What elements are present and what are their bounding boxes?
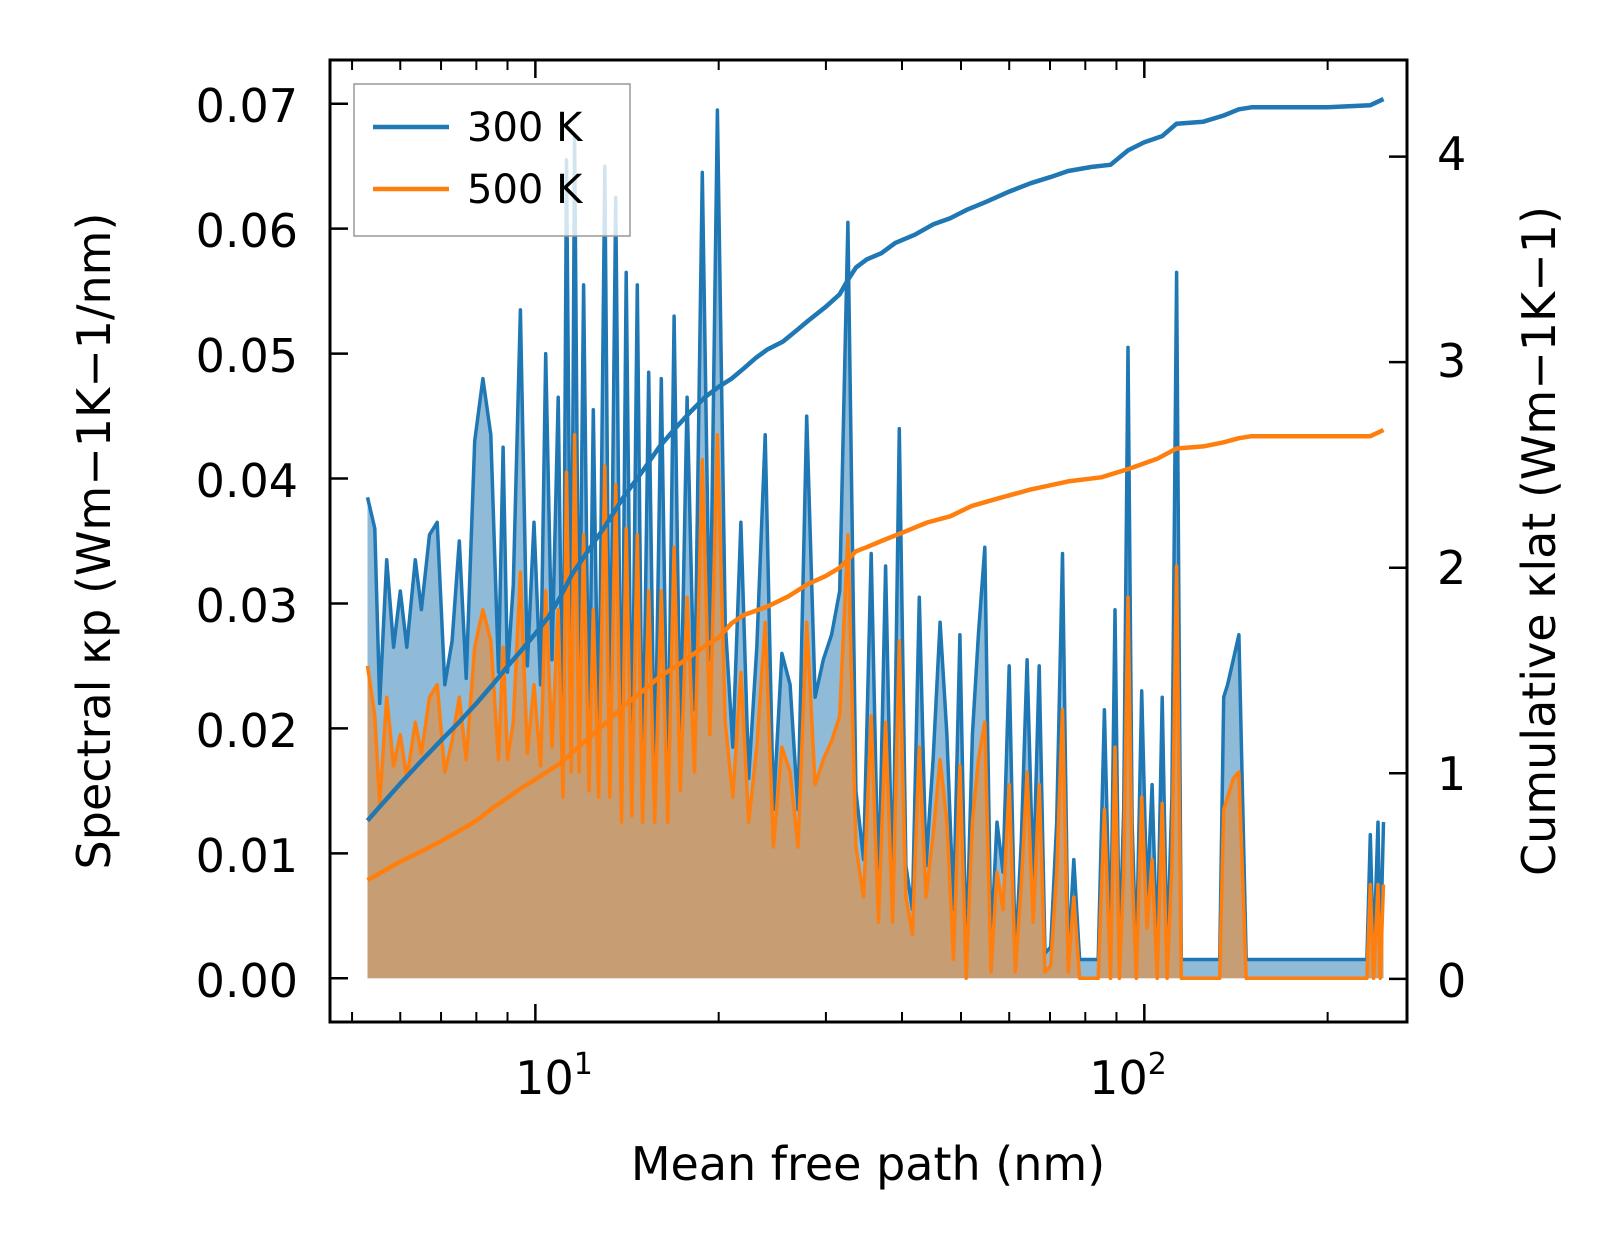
series-layer [365, 97, 1386, 981]
legend-box [353, 83, 631, 237]
y-right-tick-label: 2 [1437, 541, 1466, 595]
x-tick-label-10: 101 [515, 1047, 593, 1105]
y-left-tick-label: 0.06 [196, 204, 298, 258]
y-left-tick-labels: 0.00 0.01 0.02 0.03 0.04 0.05 0.06 0.07 [196, 79, 298, 1008]
y-right-tick-label: 0 [1437, 954, 1466, 1008]
ticks-layer [330, 60, 1407, 1022]
y-left-tick-label: 0.00 [196, 954, 298, 1008]
y-left-tick-label: 0.03 [196, 579, 298, 633]
y-left-tick-label: 0.05 [196, 329, 298, 383]
x-axis-title: Mean free path (nm) [631, 1137, 1105, 1191]
y-left-tick-label: 0.01 [196, 829, 298, 883]
plot-frame [328, 58, 1409, 1024]
y-left-tick-label: 0.04 [196, 454, 298, 508]
spectral-500K-area [367, 434, 1384, 979]
y-left-tick-label: 0.02 [196, 704, 298, 758]
y-right-tick-labels: 0 1 2 3 4 [1437, 127, 1466, 1008]
cumulative-500K-line [366, 427, 1385, 883]
legend: 300 K 500 K [353, 83, 631, 237]
y-left-tick-label: 0.07 [196, 79, 298, 133]
legend-label-300K: 300 K [467, 105, 584, 151]
x-tick-label-100: 102 [1089, 1047, 1167, 1105]
y-right-tick-label: 4 [1437, 127, 1466, 181]
y-right-tick-label: 3 [1437, 334, 1466, 388]
y-right-axis-title: Cumulative κlat (Wm−1K−1) [1512, 206, 1566, 876]
y-right-tick-label: 1 [1437, 747, 1466, 801]
y-left-axis-title: Spectral κp (Wm−1K−1/nm) [67, 213, 121, 870]
cumulative-300K-line [365, 97, 1385, 823]
legend-label-500K: 500 K [467, 167, 584, 213]
spectral-500K-line [365, 433, 1386, 981]
